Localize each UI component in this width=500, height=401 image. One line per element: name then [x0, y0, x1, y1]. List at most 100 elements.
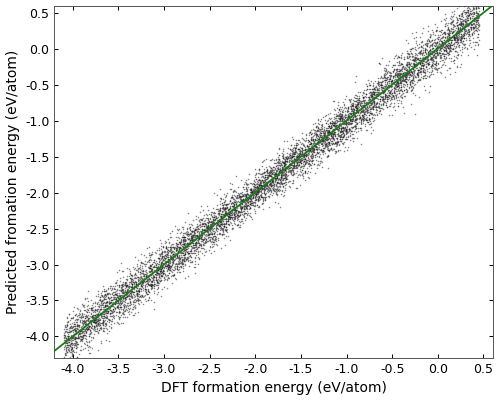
Point [254, 181, 262, 187]
Point [412, 44, 420, 50]
Point [315, 149, 323, 156]
Point [379, 90, 387, 97]
Point [418, 52, 426, 58]
Point [280, 158, 288, 164]
Point [110, 304, 118, 310]
Point [362, 127, 370, 133]
Point [207, 219, 215, 225]
Point [286, 162, 294, 168]
Point [316, 130, 324, 136]
Point [366, 116, 374, 123]
Point [132, 281, 140, 287]
Point [144, 273, 152, 280]
Point [106, 316, 114, 323]
Point [216, 216, 224, 223]
Point [224, 190, 232, 196]
Point [250, 189, 258, 195]
Point [368, 98, 376, 105]
Point [398, 78, 406, 84]
Point [392, 93, 400, 100]
Point [340, 119, 348, 126]
Point [234, 212, 241, 218]
Point [392, 76, 400, 82]
Point [72, 312, 80, 319]
Point [148, 267, 156, 274]
Point [460, 9, 468, 15]
Point [385, 82, 393, 88]
Point [351, 79, 359, 86]
Point [244, 212, 252, 219]
Point [210, 220, 218, 227]
Point [152, 264, 160, 271]
Point [230, 200, 238, 207]
Point [181, 230, 189, 236]
Point [122, 294, 130, 300]
Point [244, 187, 252, 194]
Point [285, 167, 293, 173]
Point [232, 200, 240, 207]
Point [415, 50, 423, 56]
Point [300, 154, 308, 160]
Point [144, 282, 152, 288]
Point [453, 28, 461, 34]
Point [411, 111, 419, 118]
Point [306, 148, 314, 154]
Point [272, 174, 280, 180]
Point [472, 22, 480, 29]
Point [78, 326, 86, 332]
Point [417, 43, 425, 49]
Point [436, 46, 444, 53]
Point [156, 265, 164, 272]
Point [305, 156, 313, 162]
Point [278, 173, 285, 180]
Point [280, 191, 288, 198]
Point [242, 192, 250, 198]
Point [164, 261, 172, 267]
Point [280, 158, 288, 165]
Point [246, 194, 254, 201]
Point [284, 150, 292, 156]
Point [328, 135, 336, 141]
Point [206, 209, 214, 215]
Point [266, 184, 274, 191]
Point [132, 288, 140, 294]
Point [428, 54, 436, 60]
Point [128, 301, 136, 308]
Point [294, 154, 302, 161]
Point [446, 35, 454, 41]
Point [264, 166, 272, 173]
Point [412, 61, 420, 68]
Point [192, 251, 200, 258]
Point [214, 206, 222, 213]
Point [64, 339, 72, 346]
Point [213, 225, 221, 231]
Point [77, 324, 85, 330]
Point [194, 235, 202, 241]
Point [262, 180, 270, 187]
Point [298, 141, 306, 147]
Point [191, 258, 199, 264]
Point [281, 162, 289, 168]
Point [444, 45, 452, 52]
Point [222, 219, 230, 225]
Point [152, 277, 160, 284]
Point [389, 92, 397, 98]
Point [212, 236, 220, 242]
Point [88, 313, 96, 320]
Point [369, 103, 377, 110]
Point [417, 57, 425, 63]
Point [310, 146, 318, 152]
Point [162, 265, 170, 271]
Point [157, 260, 165, 266]
Point [374, 96, 382, 102]
Point [336, 104, 344, 111]
Point [199, 207, 207, 213]
Point [167, 253, 175, 259]
Point [260, 185, 268, 191]
Point [446, 14, 454, 21]
Point [171, 265, 179, 271]
Point [304, 168, 312, 174]
Point [402, 74, 410, 80]
Point [353, 106, 361, 113]
Point [392, 78, 400, 84]
